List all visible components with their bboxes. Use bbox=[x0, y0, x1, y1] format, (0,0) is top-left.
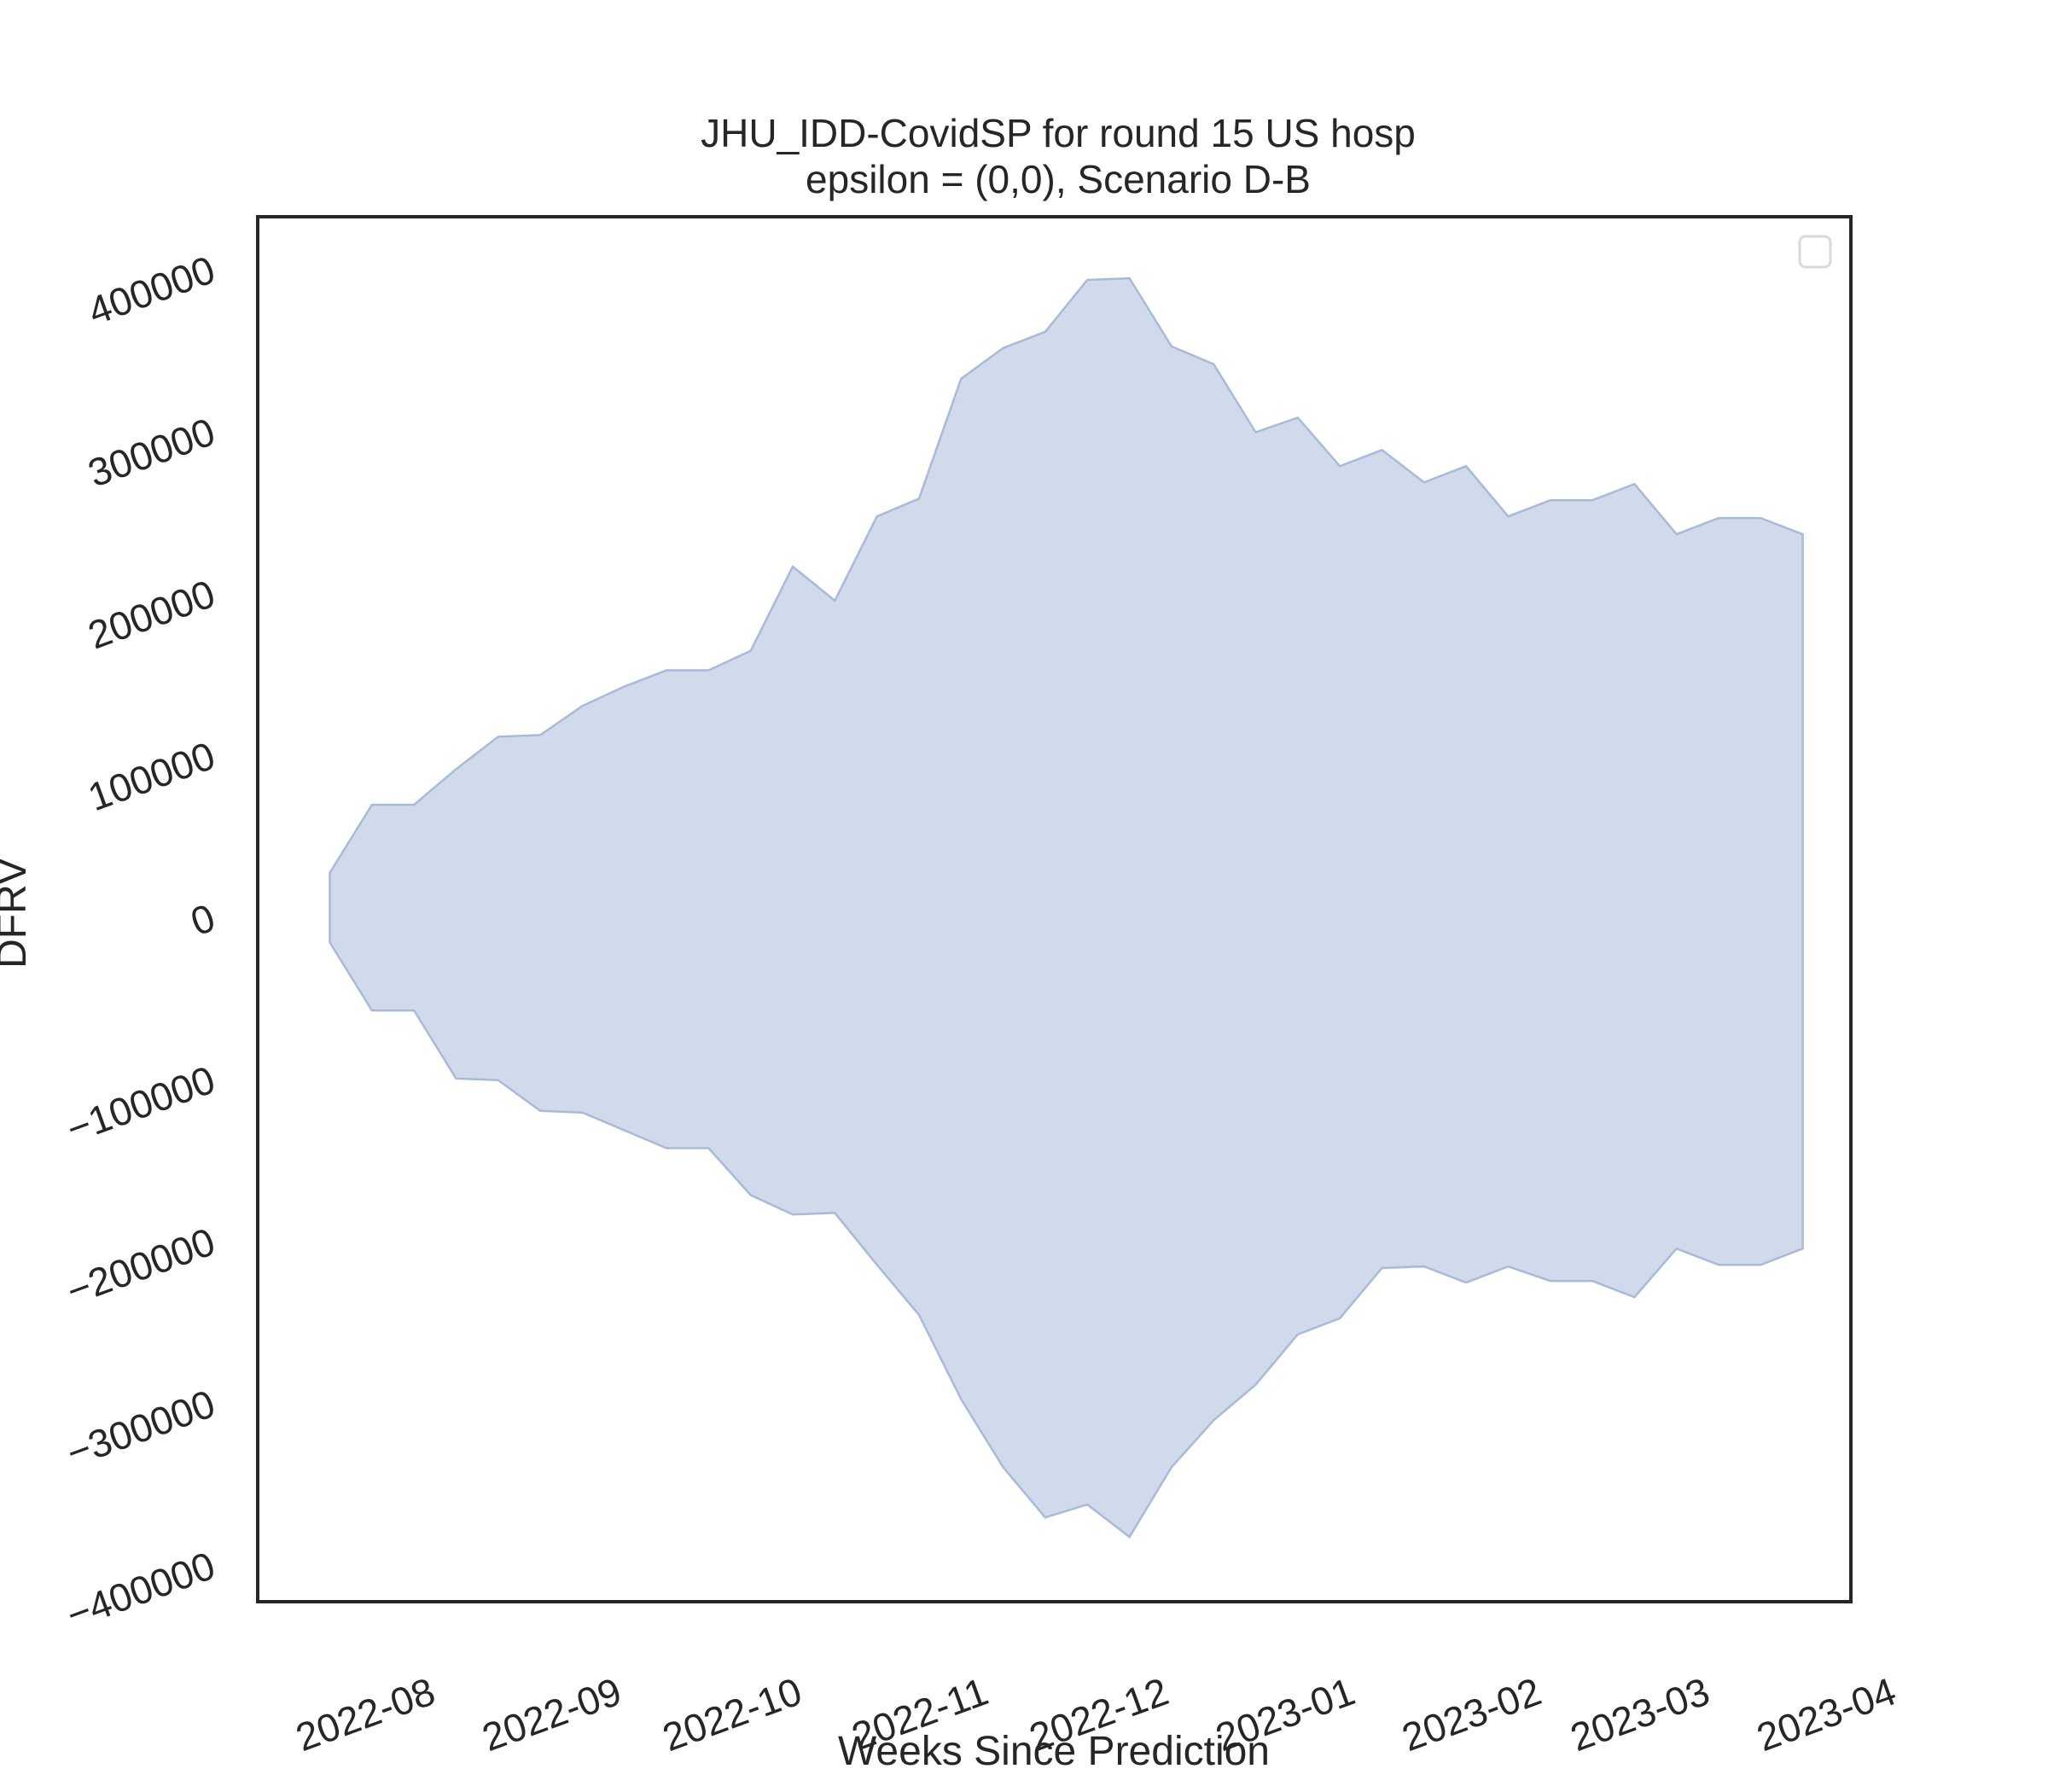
plot-frame bbox=[256, 215, 1853, 1603]
x-tick-label: 2023-02 bbox=[1396, 1669, 1546, 1760]
legend-box bbox=[1798, 235, 1832, 269]
y-tick-label: 400000 bbox=[82, 247, 220, 333]
chart-subtitle: epsilon = (0,0), Scenario D-B bbox=[806, 157, 1311, 201]
y-tick-label: −400000 bbox=[61, 1543, 220, 1638]
x-axis-label: Weeks Since Prediction bbox=[838, 1729, 1270, 1774]
y-tick-label: −100000 bbox=[61, 1057, 220, 1152]
y-tick-label: 300000 bbox=[82, 409, 220, 495]
uncertainty-band bbox=[329, 276, 1804, 1539]
y-tick-label: 200000 bbox=[82, 571, 220, 657]
x-tick-label: 2022-09 bbox=[476, 1669, 626, 1760]
x-tick-label: 2023-04 bbox=[1751, 1669, 1901, 1760]
y-tick-label: −200000 bbox=[61, 1219, 220, 1313]
x-tick-label: 2022-10 bbox=[657, 1669, 807, 1760]
chart-title: JHU_IDD-CovidSP for round 15 US hosp bbox=[701, 111, 1416, 155]
y-tick-label: 0 bbox=[185, 895, 221, 945]
y-axis-label: DFRV bbox=[0, 858, 35, 969]
plot-area bbox=[329, 276, 1804, 1539]
x-tick-label: 2022-08 bbox=[290, 1669, 440, 1760]
y-tick-labels: −400000 −300000 −200000 −100000 0 100000 20000… bbox=[61, 247, 220, 1637]
y-tick-label: −300000 bbox=[61, 1381, 220, 1475]
x-tick-label: 2023-03 bbox=[1564, 1669, 1714, 1760]
y-tick-label: 100000 bbox=[82, 733, 220, 819]
